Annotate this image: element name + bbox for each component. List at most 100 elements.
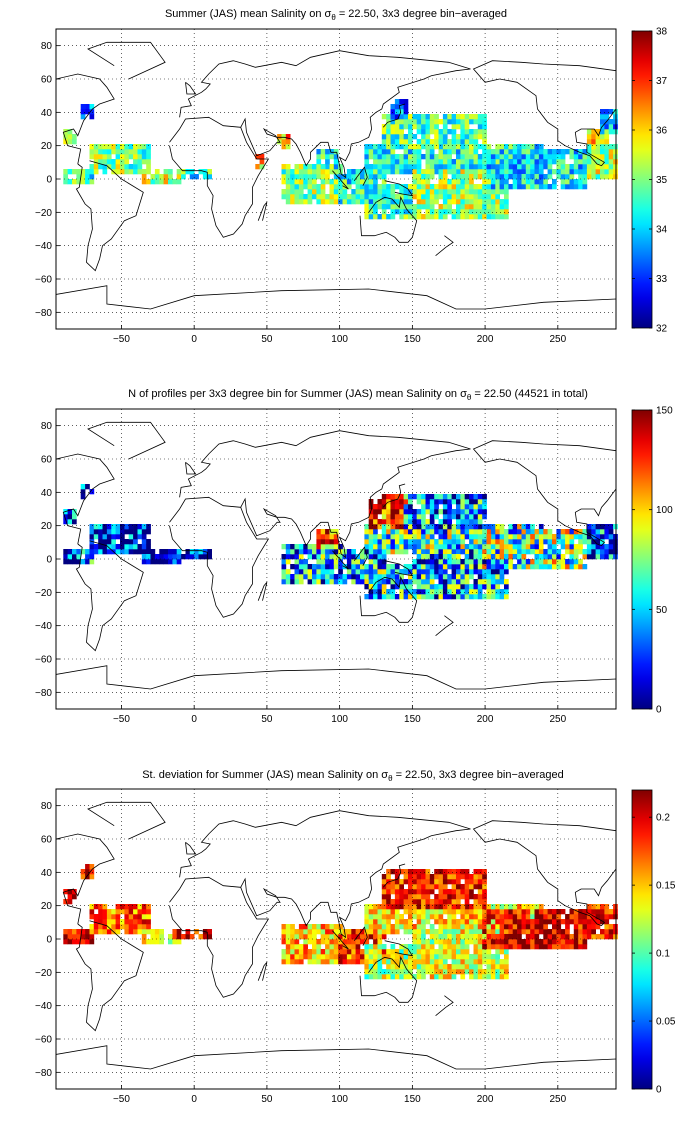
heatmap-cell	[294, 189, 300, 195]
heatmap-cell	[586, 154, 592, 160]
heatmap-cell	[141, 179, 147, 185]
heatmap-cell	[76, 179, 82, 185]
heatmap-cell	[578, 549, 583, 555]
heatmap-cell	[521, 564, 527, 570]
heatmap-cell	[425, 869, 431, 875]
heatmap-cell	[351, 929, 356, 935]
heatmap-cell	[456, 594, 461, 600]
heatmap-cell	[582, 909, 588, 915]
heatmap-cell	[482, 874, 487, 880]
heatmap-cell	[604, 914, 610, 920]
heatmap-cell	[312, 544, 317, 550]
heatmap-cell	[128, 924, 134, 930]
heatmap-cell	[473, 944, 479, 950]
heatmap-cell	[403, 549, 409, 555]
heatmap-cell	[456, 204, 461, 210]
heatmap-cell	[582, 914, 588, 920]
heatmap-cell	[333, 559, 339, 565]
heatmap-cell	[416, 874, 422, 880]
heatmap-cell	[355, 169, 361, 175]
heatmap-cell	[386, 884, 391, 890]
heatmap-cell	[530, 924, 535, 930]
heatmap-cell	[364, 964, 370, 970]
heatmap-cell	[425, 504, 431, 510]
heatmap-cell	[560, 169, 566, 175]
heatmap-cell	[495, 904, 500, 910]
heatmap-cell	[312, 574, 317, 580]
heatmap-cell	[320, 569, 326, 575]
heatmap-cell	[451, 209, 457, 215]
heatmap-cell	[512, 909, 518, 915]
heatmap-cell	[329, 194, 335, 200]
heatmap-cell	[438, 914, 444, 920]
heatmap-cell	[477, 534, 483, 540]
heatmap-cell	[504, 954, 509, 960]
heatmap-cell	[285, 164, 291, 170]
heatmap-cell	[137, 924, 143, 930]
heatmap-cell	[477, 499, 483, 505]
heatmap-cell	[421, 169, 426, 175]
heatmap-cell	[434, 959, 439, 965]
y-tick-label: −80	[35, 1068, 52, 1079]
heatmap-cell	[360, 174, 365, 180]
heatmap-cell	[416, 129, 422, 135]
heatmap-cell	[364, 569, 370, 575]
heatmap-cell	[473, 129, 479, 135]
heatmap-cell	[408, 889, 413, 895]
heatmap-cell	[351, 549, 356, 555]
heatmap-cell	[600, 164, 605, 170]
heatmap-cell	[333, 544, 339, 550]
heatmap-cell	[386, 149, 391, 155]
heatmap-cell	[416, 524, 422, 530]
heatmap-cell	[595, 919, 601, 925]
heatmap-cell	[408, 914, 413, 920]
heatmap-cell	[525, 919, 531, 925]
heatmap-cell	[390, 494, 396, 500]
heatmap-cell	[412, 509, 418, 515]
heatmap-cell	[281, 179, 287, 185]
heatmap-cell	[386, 164, 391, 170]
heatmap-cell	[85, 929, 90, 935]
heatmap-cell	[608, 529, 614, 535]
heatmap-cell	[399, 589, 404, 595]
heatmap-cell	[569, 179, 575, 185]
heatmap-cell	[115, 529, 121, 535]
heatmap-cell	[421, 124, 426, 130]
heatmap-cell	[525, 164, 531, 170]
heatmap-cell	[456, 884, 461, 890]
heatmap-cell	[416, 964, 422, 970]
heatmap-cell	[495, 574, 500, 580]
heatmap-cell	[176, 169, 182, 175]
heatmap-cell	[604, 919, 610, 925]
heatmap-cell	[569, 559, 575, 565]
heatmap-cell	[534, 159, 540, 165]
heatmap-cell	[80, 929, 86, 935]
heatmap-cell	[386, 524, 391, 530]
heatmap-cell	[442, 594, 448, 600]
heatmap-cell	[586, 134, 592, 140]
heatmap-cell	[442, 919, 448, 925]
heatmap-cell	[290, 554, 295, 560]
heatmap-cell	[460, 874, 466, 880]
heatmap-cell	[390, 589, 396, 595]
heatmap-cell	[255, 164, 260, 170]
heatmap-cell	[421, 519, 426, 525]
heatmap-cell	[425, 519, 431, 525]
heatmap-cell	[538, 914, 544, 920]
x-tick-label: 50	[261, 334, 273, 345]
heatmap-cell	[416, 119, 422, 125]
heatmap-cell	[351, 939, 356, 945]
heatmap-cell	[499, 569, 505, 575]
heatmap-cell	[434, 514, 439, 520]
heatmap-cell	[600, 159, 605, 165]
heatmap-cell	[499, 184, 505, 190]
heatmap-cell	[399, 519, 404, 525]
heatmap-cell	[325, 549, 330, 555]
heatmap-cell	[351, 934, 356, 940]
heatmap-cell	[111, 149, 116, 155]
heatmap-cell	[394, 594, 400, 600]
heatmap-cell	[303, 954, 308, 960]
heatmap-cell	[508, 929, 514, 935]
heatmap-cell	[547, 934, 553, 940]
heatmap-cell	[373, 164, 378, 170]
